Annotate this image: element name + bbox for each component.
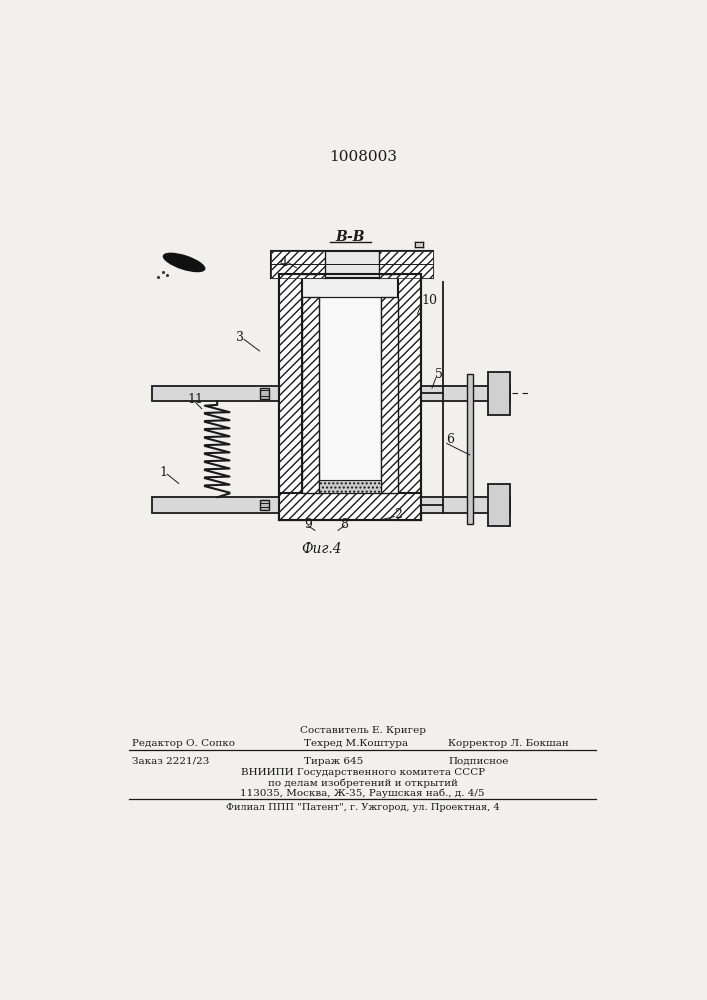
Bar — [302, 297, 319, 493]
Bar — [319, 480, 381, 493]
Bar — [152, 497, 279, 513]
Text: 113035, Москва, Ж-35, Раушская наб., д. 4/5: 113035, Москва, Ж-35, Раушская наб., д. … — [240, 788, 485, 798]
Text: 3: 3 — [236, 331, 245, 344]
Bar — [152, 386, 279, 401]
Bar — [415, 242, 423, 247]
Text: по делам изобретений и открытий: по делам изобретений и открытий — [268, 778, 457, 788]
Text: 9: 9 — [304, 518, 312, 531]
Text: ВНИИПИ Государственного комитета СССР: ВНИИПИ Государственного комитета СССР — [240, 768, 485, 777]
Bar — [279, 274, 302, 520]
Bar — [279, 493, 421, 520]
Text: Редактор О. Сопко: Редактор О. Сопко — [132, 739, 235, 748]
Bar — [259, 500, 269, 510]
Text: 11: 11 — [188, 393, 204, 406]
Bar — [381, 297, 398, 493]
Text: 10: 10 — [421, 294, 437, 307]
Bar — [271, 251, 325, 278]
Text: Фиг.4: Фиг.4 — [301, 542, 341, 556]
Text: 6: 6 — [446, 433, 454, 446]
Text: 8: 8 — [340, 518, 349, 531]
Text: 1008003: 1008003 — [329, 150, 397, 164]
Text: Заказ 2221/23: Заказ 2221/23 — [132, 757, 210, 766]
Text: Тираж 645: Тираж 645 — [304, 757, 363, 766]
Bar — [319, 297, 381, 493]
Bar — [421, 497, 510, 513]
Text: Корректор Л. Бокшан: Корректор Л. Бокшан — [448, 739, 569, 748]
Text: 2: 2 — [395, 508, 402, 521]
Text: B-B: B-B — [336, 230, 365, 244]
Bar — [489, 372, 510, 415]
Bar — [271, 251, 433, 278]
Text: 1: 1 — [160, 466, 168, 479]
Ellipse shape — [163, 253, 206, 272]
Bar — [489, 484, 510, 526]
Bar — [379, 251, 433, 278]
Text: Подписное: Подписное — [448, 757, 508, 766]
Bar — [259, 388, 269, 399]
Text: Составитель Е. Кригер: Составитель Е. Кригер — [300, 726, 426, 735]
Bar — [421, 386, 510, 401]
Bar — [398, 274, 421, 520]
Text: 5: 5 — [435, 368, 443, 381]
Text: Техред М.Коштура: Техред М.Коштура — [304, 739, 409, 748]
Bar — [467, 374, 473, 524]
Text: 4: 4 — [279, 256, 288, 269]
Bar — [302, 274, 398, 493]
Text: Филиал ППП "Патент", г. Ужгород, ул. Проектная, 4: Филиал ППП "Патент", г. Ужгород, ул. Про… — [226, 803, 500, 812]
